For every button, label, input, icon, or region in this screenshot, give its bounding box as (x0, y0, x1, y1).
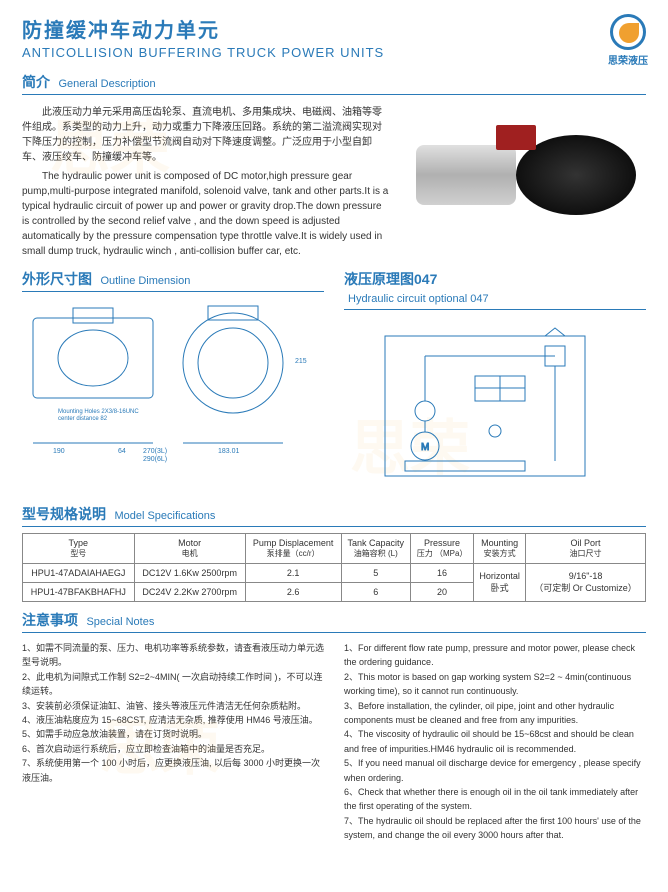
spec-th: Pump Displacement泵排量（cc/r） (245, 534, 341, 564)
note-item: 4、The viscosity of hydraulic oil should … (344, 727, 646, 756)
sec-cn: 液压原理图047 (344, 271, 437, 287)
sec-cn: 注意事项 (22, 612, 78, 628)
spec-table: Type型号Motor电机Pump Displacement泵排量（cc/r）T… (22, 533, 646, 602)
logo-icon (610, 14, 646, 50)
table-cell: 2.1 (245, 564, 341, 583)
sec-en: General Description (58, 78, 155, 90)
table-cell: 9/16"-18（可定制 Or Customize） (526, 564, 646, 602)
note-item: 2、此电机为间隙式工作制 S2=2~4MIN( 一次启动持续工作时间 )，不可以… (22, 670, 324, 699)
diagrams-row: 外形尺寸图 Outline Dimension Mounting Holes 2… (0, 269, 668, 496)
section-desc-header: 简介 General Description (22, 72, 646, 95)
title-cn: 防撞缓冲车动力单元 (22, 14, 646, 43)
table-cell: HPU1-47ADAIAHAEGJ (23, 564, 135, 583)
note-item: 5、如需手动应急放油装置，请在订货时说明。 (22, 727, 324, 741)
svg-text:183.01: 183.01 (218, 448, 240, 455)
description-row: 此液压动力单元采用高压齿轮泵、直流电机、多用集成块、电磁阀、油箱等零件组成。系类… (0, 99, 668, 269)
table-cell: 2.6 (245, 583, 341, 602)
table-cell: 20 (411, 583, 474, 602)
table-row: HPU1-47ADAIAHAEGJDC12V 1.6Kw 2500rpm2.15… (23, 564, 646, 583)
note-item: 3、安装前必须保证油缸、油管、接头等液压元件清洁无任何杂质粘附。 (22, 699, 324, 713)
section-notes-header: 注意事项 Special Notes (22, 610, 646, 633)
table-cell: Horizontal卧式 (474, 564, 526, 602)
notes-cn: 1、如需不同流量的泵、压力、电机功率等系统参数，请查看液压动力单元选型号说明。2… (22, 641, 324, 842)
table-cell: DC24V 2.2Kw 2700rpm (134, 583, 245, 602)
header: 防撞缓冲车动力单元 ANTICOLLISION BUFFERING TRUCK … (0, 0, 668, 64)
spec-th: Mounting安装方式 (474, 534, 526, 564)
note-item: 3、Before installation, the cylinder, oil… (344, 699, 646, 728)
sec-cn: 简介 (22, 74, 50, 90)
table-cell: DC12V 1.6Kw 2500rpm (134, 564, 245, 583)
sec-cn: 外形尺寸图 (22, 271, 92, 287)
desc-en: The hydraulic power unit is composed of … (22, 169, 390, 259)
sec-cn: 型号规格说明 (22, 506, 106, 522)
note-item: 4、液压油粘度应为 15~68CST, 应清洁无杂质, 推荐使用 HM46 号液… (22, 713, 324, 727)
sec-en: Outline Dimension (100, 275, 190, 287)
svg-text:64: 64 (118, 448, 126, 455)
spec-th: Motor电机 (134, 534, 245, 564)
spec-th: Type型号 (23, 534, 135, 564)
note-item: 5、If you need manual oil discharge devic… (344, 756, 646, 785)
circuit-col: 液压原理图047 Hydraulic circuit optional 047 … (344, 269, 646, 496)
svg-text:215: 215 (295, 358, 307, 365)
product-image (406, 105, 646, 235)
desc-text: 此液压动力单元采用高压齿轮泵、直流电机、多用集成块、电磁阀、油箱等零件组成。系类… (22, 105, 390, 263)
note-item: 2、This motor is based on gap working sys… (344, 670, 646, 699)
svg-text:290(6L): 290(6L) (143, 456, 167, 463)
table-cell: 5 (341, 564, 411, 583)
center-label: center distance 82 (58, 416, 108, 422)
note-item: 7、The hydraulic oil should be replaced a… (344, 814, 646, 843)
note-item: 6、Check that whether there is enough oil… (344, 785, 646, 814)
table-cell: HPU1-47BFAKBHAFHJ (23, 583, 135, 602)
title-en: ANTICOLLISION BUFFERING TRUCK POWER UNIT… (22, 45, 646, 60)
note-item: 1、For different flow rate pump, pressure… (344, 641, 646, 670)
desc-cn: 此液压动力单元采用高压齿轮泵、直流电机、多用集成块、电磁阀、油箱等零件组成。系类… (22, 105, 390, 165)
circuit-diagram: M (344, 316, 646, 496)
logo-text: 思荣液压 (608, 52, 648, 67)
notes-row: 1、如需不同流量的泵、压力、电机功率等系统参数，请查看液压动力单元选型号说明。2… (0, 637, 668, 846)
spec-th: Pressure压力 （MPa） (411, 534, 474, 564)
outline-diagram: Mounting Holes 2X3/8-16UNC center distan… (22, 298, 324, 478)
sec-en: Special Notes (86, 616, 154, 628)
note-item: 1、如需不同流量的泵、压力、电机功率等系统参数，请查看液压动力单元选型号说明。 (22, 641, 324, 670)
sec-en: Hydraulic circuit optional 047 (348, 293, 489, 305)
notes-en: 1、For different flow rate pump, pressure… (344, 641, 646, 842)
svg-text:M: M (421, 442, 429, 453)
note-item: 6、首次启动运行系统后，应立即检查油箱中的油量是否充足。 (22, 742, 324, 756)
mounting-label: Mounting Holes 2X3/8-16UNC (58, 409, 139, 415)
svg-text:190: 190 (53, 448, 65, 455)
svg-text:270(3L): 270(3L) (143, 448, 167, 455)
section-spec-header: 型号规格说明 Model Specifications (22, 504, 646, 527)
table-cell: 6 (341, 583, 411, 602)
table-cell: 16 (411, 564, 474, 583)
note-item: 7、系统使用第一个 100 小时后，应更换液压油, 以后每 3000 小时更换一… (22, 756, 324, 785)
spec-th: Tank Capacity油箱容积 (L) (341, 534, 411, 564)
sec-en: Model Specifications (114, 510, 215, 522)
outline-col: 外形尺寸图 Outline Dimension Mounting Holes 2… (22, 269, 324, 496)
logo: 思荣液压 (608, 14, 648, 67)
spec-th: Oil Port油口尺寸 (526, 534, 646, 564)
